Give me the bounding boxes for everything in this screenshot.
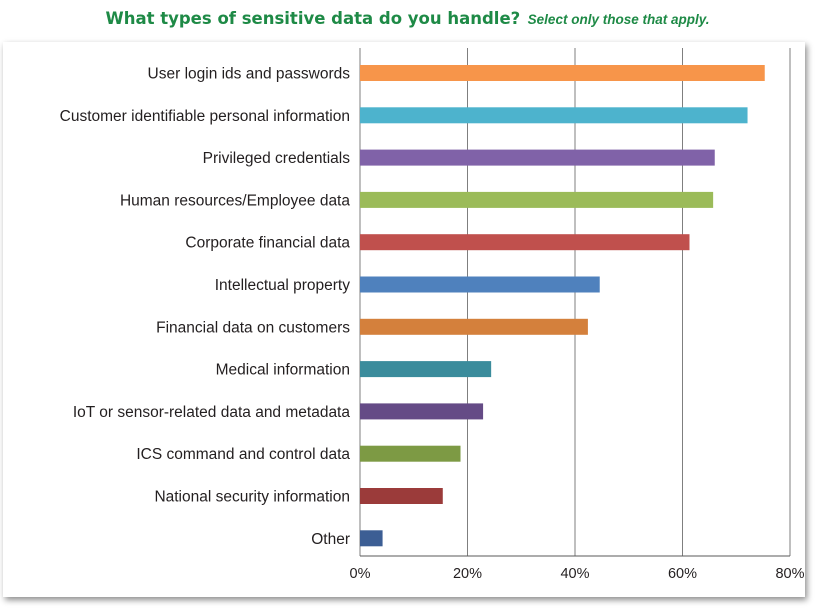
chart-title-sub: Select only those that apply. [527, 12, 710, 27]
bar-chart: 0% 20% 40% 60% 80% User login ids and passwor… [60, 48, 805, 582]
bar [360, 488, 443, 504]
bar [360, 530, 383, 547]
chart-panel: 0% 20% 40% 60% 80% User login ids and passwor… [3, 42, 805, 597]
category-label: Human resources/Employee data [120, 192, 350, 209]
bar [360, 403, 484, 420]
bar [360, 149, 715, 166]
x-tick-label: 0% [350, 566, 371, 582]
category-label: Financial data on customers [156, 319, 350, 336]
category-label: National security information [154, 489, 350, 506]
category-label: Privileged credentials [203, 150, 351, 167]
bar [360, 361, 492, 378]
chart-title: What types of sensitive data do you hand… [0, 0, 815, 40]
bar [360, 65, 765, 81]
x-tick-label: 80% [775, 566, 804, 582]
category-label: Medical information [216, 362, 350, 379]
bar [360, 191, 714, 208]
category-label: User login ids and passwords [148, 66, 351, 83]
chart-title-main: What types of sensitive data do you hand… [105, 9, 521, 28]
bar [360, 276, 600, 293]
category-label: Customer identifiable personal informati… [60, 108, 350, 125]
category-label: IoT or sensor-related data and metadata [73, 404, 351, 421]
category-label: Corporate financial data [185, 235, 350, 252]
category-label: ICS command and control data [136, 446, 350, 463]
bar [360, 107, 748, 124]
category-label: Intellectual property [215, 277, 351, 294]
x-tick-label: 40% [560, 566, 589, 582]
x-tick-label: 20% [453, 566, 482, 582]
bar [360, 234, 690, 251]
category-label: Other [311, 531, 350, 548]
bar [360, 318, 588, 335]
x-tick-label: 60% [668, 566, 697, 582]
bar [360, 445, 461, 462]
